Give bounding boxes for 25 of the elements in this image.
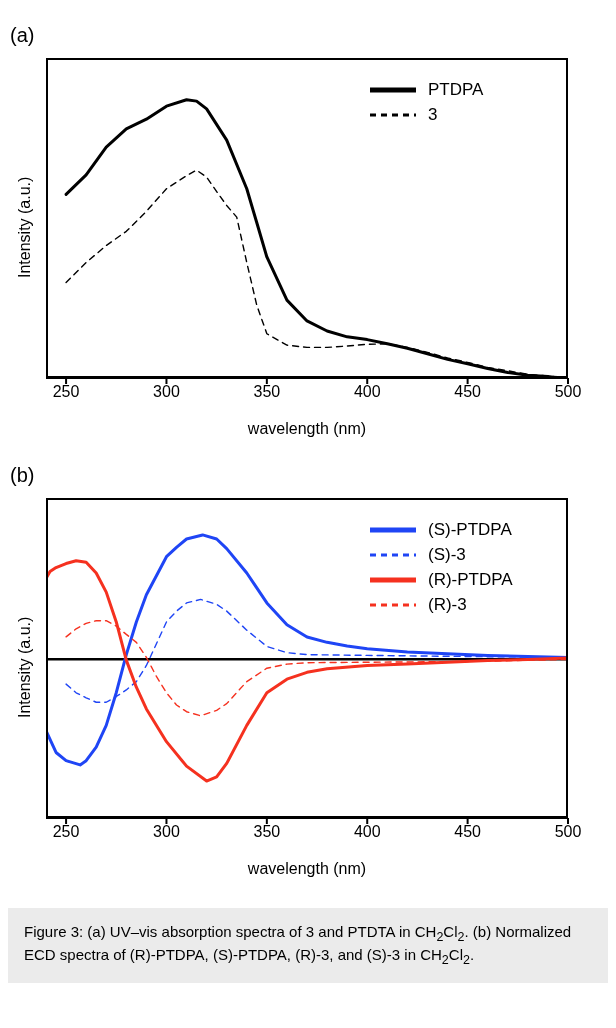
x-tick-label: 250 bbox=[52, 383, 80, 401]
legend-label: (S)-PTDPA bbox=[428, 520, 512, 540]
legend-label: (R)-3 bbox=[428, 595, 467, 615]
legend-label: 3 bbox=[428, 105, 438, 125]
x-tick-label: 450 bbox=[454, 823, 482, 841]
x-tick-label: 300 bbox=[153, 823, 180, 841]
legend-label: PTDPA bbox=[428, 80, 484, 100]
x-tick-label: 350 bbox=[253, 383, 281, 401]
x-tick-label: 500 bbox=[554, 823, 582, 841]
chart-title: (a) bbox=[10, 24, 35, 47]
x-tick-label: 300 bbox=[153, 383, 180, 401]
legend-label: (R)-PTDPA bbox=[428, 570, 513, 590]
x-axis-title: wavelength (nm) bbox=[246, 860, 367, 877]
chart-title: (b) bbox=[10, 464, 35, 487]
x-tick-label: 350 bbox=[253, 823, 281, 841]
x-tick-label: 250 bbox=[52, 823, 80, 841]
x-tick-label: 400 bbox=[353, 823, 381, 841]
text: Figure 3: (a) UV–vis absorption spectra of 3 and PTDTA in CH$_{2}$Cl$_{2}$. (b) Normalized ECD spectra of (R)-PTDPA, (S)-PTDPA, (R)-3, and (S)-3 in CH$_{2}$Cl$_{2}$. bbox=[24, 923, 572, 968]
x-tick-label: 400 bbox=[353, 383, 381, 401]
x-tick-label: 500 bbox=[554, 383, 582, 401]
x-tick-label: 450 bbox=[454, 383, 482, 401]
y-axis-title: Intensity (a.u.) bbox=[15, 616, 33, 718]
legend-label: (S)-3 bbox=[428, 545, 466, 565]
y-axis-title: Intensity (a.u.) bbox=[15, 176, 33, 278]
x-axis-title: wavelength (nm) bbox=[246, 420, 367, 437]
